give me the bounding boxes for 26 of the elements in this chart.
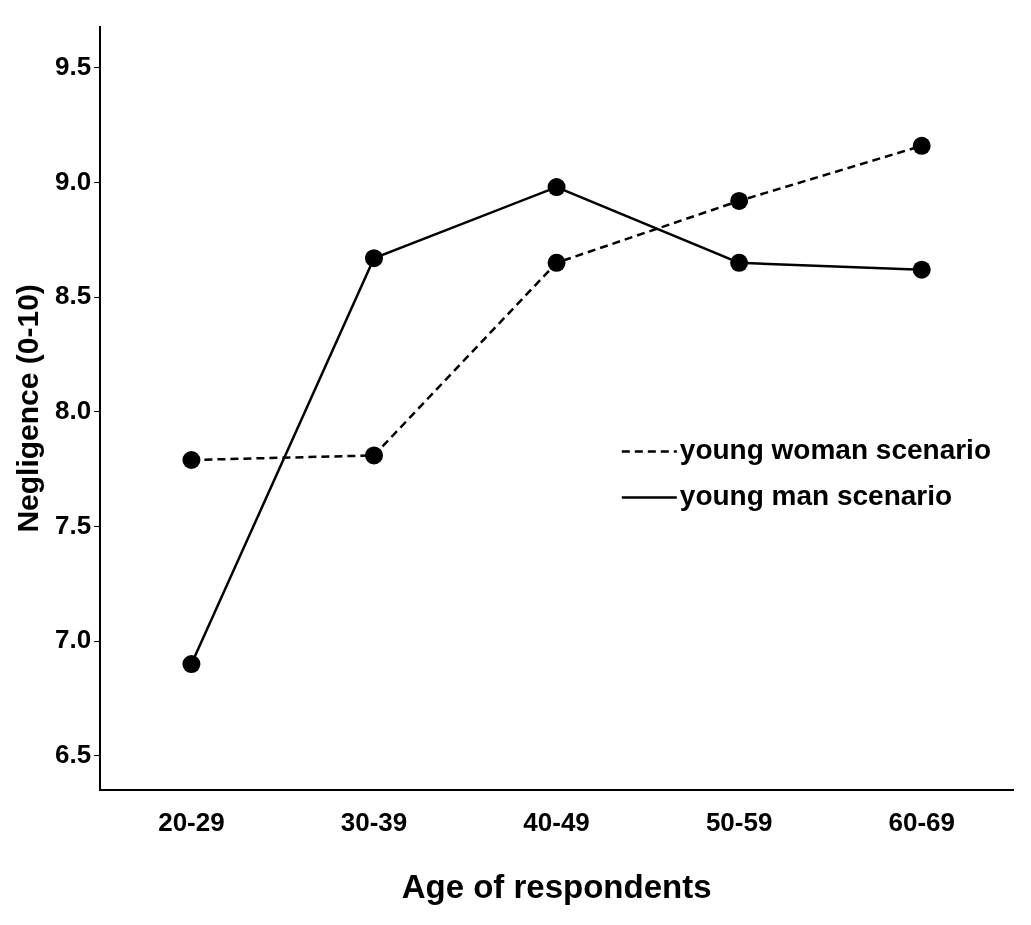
x-axis-title: Age of respondents	[401, 868, 712, 906]
legend-label: young woman scenario	[679, 434, 991, 466]
y-tick-label: 8.5	[54, 280, 92, 311]
point	[365, 446, 383, 465]
y-tick-label: 9.5	[54, 51, 92, 82]
x-tick-label: 30-39	[340, 806, 408, 837]
x-tick-label: 60-69	[888, 806, 955, 837]
point	[182, 655, 201, 674]
y-tick-label: 7.0	[54, 624, 92, 655]
point	[912, 136, 931, 155]
legend-label: young man scenario	[679, 480, 953, 512]
x-tick-label: 40-49	[523, 806, 590, 837]
point	[912, 260, 931, 279]
y-tick-label: 6.5	[54, 738, 92, 769]
y-axis-title: Negligence (0-10)	[11, 284, 45, 533]
x-tick-label: 20-29	[158, 806, 225, 837]
point	[730, 191, 749, 210]
x-tick-label: 50-59	[705, 806, 773, 837]
point	[730, 253, 749, 272]
point	[182, 451, 201, 469]
point	[365, 249, 383, 268]
y-tick-label: 9.0	[54, 165, 92, 196]
y-tick-label: 8.0	[54, 395, 92, 426]
y-tick-label: 7.5	[54, 509, 92, 540]
point	[547, 253, 566, 272]
point	[547, 178, 566, 197]
